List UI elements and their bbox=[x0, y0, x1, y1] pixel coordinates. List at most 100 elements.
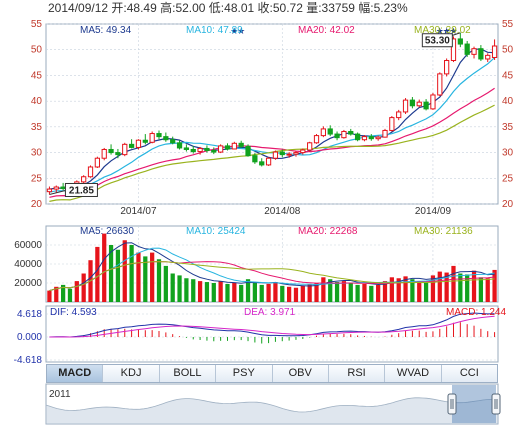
candle-up bbox=[450, 38, 457, 62]
volume-tick: 20000 bbox=[14, 278, 42, 289]
volume-bar-up bbox=[218, 281, 223, 302]
macd-tick: 0.000 bbox=[17, 332, 42, 343]
candle-up bbox=[272, 151, 279, 159]
price-left-tick: 25 bbox=[31, 173, 43, 184]
candle-down bbox=[142, 139, 148, 143]
tab-cci[interactable]: CCI bbox=[441, 365, 497, 382]
month-tick-label: 2014/07 bbox=[120, 206, 157, 217]
volume-bar-up bbox=[403, 276, 408, 302]
macd-dif-label: DIF: 4.593 bbox=[50, 307, 97, 318]
volume-bar-down bbox=[225, 283, 230, 302]
price-ma20-line bbox=[49, 87, 495, 198]
event-star-icon: ★ bbox=[449, 26, 457, 36]
candle-down bbox=[334, 133, 340, 139]
volume-bar-down bbox=[328, 279, 333, 302]
tab-obv[interactable]: OBV bbox=[272, 365, 329, 382]
tab-boll[interactable]: BOLL bbox=[159, 365, 217, 382]
price-right-tick: 45 bbox=[502, 70, 514, 81]
high-marker-box bbox=[421, 33, 453, 48]
price-left-tick: 40 bbox=[31, 96, 43, 107]
candle-up bbox=[491, 45, 498, 58]
volume-ma10-line bbox=[49, 247, 495, 292]
header-low: 48.01 bbox=[224, 1, 254, 15]
candle-up bbox=[231, 142, 237, 150]
candle-up bbox=[149, 133, 155, 143]
volume-bar-up bbox=[341, 281, 347, 302]
macd-dea-line bbox=[49, 315, 495, 338]
candle-up bbox=[307, 142, 313, 151]
volume-bar-up bbox=[122, 240, 127, 302]
candle-down bbox=[348, 130, 354, 135]
candle-up bbox=[87, 166, 94, 178]
header-close: 50.72 bbox=[273, 1, 303, 15]
volume-bar-down bbox=[60, 284, 66, 302]
navigator-panel[interactable]: 2011 bbox=[45, 383, 501, 425]
price-panel: 20 20 25 25 30 30 35 35 40 40 45 45 50 50 55 55 2014/07 2… bbox=[31, 19, 514, 217]
price-ma30-line bbox=[49, 104, 495, 202]
candle-up bbox=[94, 157, 100, 168]
month-tick-label: 2014/09 bbox=[415, 206, 452, 217]
candle-down bbox=[190, 148, 196, 153]
volume-bar-up bbox=[417, 281, 422, 302]
macd-frame bbox=[45, 305, 499, 363]
volume-bar-down bbox=[259, 284, 264, 302]
volume-bar-down bbox=[177, 275, 182, 302]
volume-bar-down bbox=[410, 279, 415, 302]
header-volume-label: 量: bbox=[303, 1, 322, 15]
volume-bar-up bbox=[54, 286, 59, 302]
candle-up bbox=[396, 111, 402, 119]
event-star-icon: ★ bbox=[443, 26, 451, 36]
price-right-tick: 55 bbox=[502, 19, 514, 30]
candle-down bbox=[108, 148, 114, 154]
candle-up bbox=[444, 60, 450, 75]
volume-bar-down bbox=[115, 249, 121, 302]
candle-up bbox=[53, 186, 59, 190]
volume-bar-up bbox=[492, 269, 497, 302]
candle-up bbox=[320, 128, 326, 137]
navigator-right-handle[interactable] bbox=[491, 393, 501, 415]
candle-up bbox=[485, 54, 491, 60]
price-right-tick: 40 bbox=[502, 96, 514, 107]
candle-down bbox=[163, 136, 169, 141]
candle-up bbox=[416, 101, 422, 107]
volume-bar-up bbox=[382, 281, 388, 302]
volume-bar-up bbox=[362, 283, 367, 302]
candle-up bbox=[389, 117, 395, 131]
volume-bar-up bbox=[197, 281, 203, 302]
volume-bar-up bbox=[300, 285, 305, 302]
candle-up bbox=[382, 129, 388, 138]
price-left-tick: 35 bbox=[31, 122, 43, 133]
volume-bar-up bbox=[102, 233, 107, 302]
header-open-label: 开: bbox=[108, 1, 127, 15]
volume-ma5-label: MA5: 26630 bbox=[80, 226, 134, 237]
volume-bar-down bbox=[129, 245, 134, 302]
volume-bar-down bbox=[211, 283, 216, 302]
indicator-tabs: MACD KDJ BOLL PSY OBV RSI WVAD CCI bbox=[46, 364, 498, 383]
volume-bar-up bbox=[150, 252, 155, 302]
volume-bar-up bbox=[471, 270, 477, 302]
volume-bar-down bbox=[239, 284, 244, 302]
tab-kdj[interactable]: KDJ bbox=[103, 365, 160, 382]
volume-bar-up bbox=[444, 272, 449, 302]
price-ma20-label: MA20: 42.02 bbox=[298, 25, 355, 36]
tab-psy[interactable]: PSY bbox=[216, 365, 273, 382]
tab-rsi[interactable]: RSI bbox=[328, 365, 386, 382]
price-frame bbox=[45, 23, 499, 205]
volume-bar-up bbox=[74, 281, 79, 302]
volume-bar-up bbox=[376, 284, 381, 302]
candle-up bbox=[218, 145, 224, 153]
candle-up bbox=[265, 157, 272, 166]
candle-down bbox=[183, 147, 190, 150]
volume-ma30-line bbox=[49, 261, 495, 292]
candle-up bbox=[402, 99, 409, 113]
ohlc-header: 2014/09/12 开:48.49 高:52.00 低:48.01 收:50.… bbox=[48, 0, 408, 15]
volume-bar-up bbox=[437, 271, 442, 302]
volume-bar-up bbox=[273, 282, 278, 302]
tab-wvad[interactable]: WVAD bbox=[385, 365, 442, 382]
navigator-left-handle[interactable] bbox=[447, 393, 457, 415]
candle-up bbox=[46, 188, 53, 193]
volume-bar-up bbox=[286, 286, 292, 302]
candle-up bbox=[286, 153, 292, 156]
tab-macd[interactable]: MACD bbox=[47, 365, 104, 382]
